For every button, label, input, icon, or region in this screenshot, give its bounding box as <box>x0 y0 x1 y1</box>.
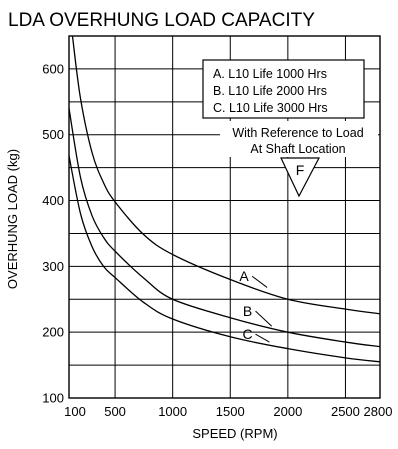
x-tick-labels: 100 500 1000 1500 2000 2500 2800 <box>64 404 392 419</box>
chart-title: LDA OVERHUNG LOAD CAPACITY <box>8 10 315 31</box>
series-leader-b <box>255 310 273 327</box>
legend-entry-b: B. L10 Life 2000 Hrs <box>213 84 327 98</box>
series-line-b <box>68 108 381 348</box>
x-tick-label: 2800 <box>364 404 393 419</box>
y-tick-label: 600 <box>42 61 64 76</box>
legend-box <box>202 59 365 119</box>
series-line-a <box>71 35 381 315</box>
series-leader-c <box>255 333 270 343</box>
y-axis-label: OVERHUNG LOAD (kg) <box>5 149 20 289</box>
load-location-marker-icon <box>280 157 320 198</box>
legend: A. L10 Life 1000 Hrs B. L10 Life 2000 Hr… <box>202 59 365 119</box>
x-axis-label: SPEED (RPM) <box>192 426 277 441</box>
y-tick-label: 200 <box>42 325 64 340</box>
x-tick-label: 500 <box>104 404 126 419</box>
series-leader-a <box>251 275 268 288</box>
reference-annotation: With Reference to Load At Shaft Location… <box>220 121 378 198</box>
x-tick-label: 1500 <box>216 404 245 419</box>
y-tick-label: 500 <box>42 127 64 142</box>
annotation-line-1: With Reference to Load <box>232 126 363 140</box>
y-tick-label: 300 <box>42 259 64 274</box>
annotation-background <box>220 121 378 157</box>
series-label-b: B <box>243 303 252 319</box>
y-tick-label: 400 <box>42 193 64 208</box>
x-tick-label: 100 <box>64 404 86 419</box>
curves: A BC <box>68 35 381 363</box>
series-label-c: C <box>242 326 252 342</box>
series-line-c <box>68 155 381 363</box>
y-tick-label: 100 <box>42 391 64 406</box>
x-tick-label: 2500 <box>331 404 360 419</box>
series-label-a: A <box>239 268 249 284</box>
annotation-line-2: At Shaft Location <box>250 142 345 156</box>
x-tick-label: 1000 <box>158 404 187 419</box>
plot-frame <box>68 35 381 399</box>
x-tick-label: 2000 <box>273 404 302 419</box>
load-location-label: F <box>296 162 305 178</box>
legend-entry-c: C. L10 Life 3000 Hrs <box>213 101 328 115</box>
legend-entry-a: A. L10 Life 1000 Hrs <box>213 67 327 81</box>
y-tick-labels: 100 200 300 400 500 600 <box>42 61 64 405</box>
